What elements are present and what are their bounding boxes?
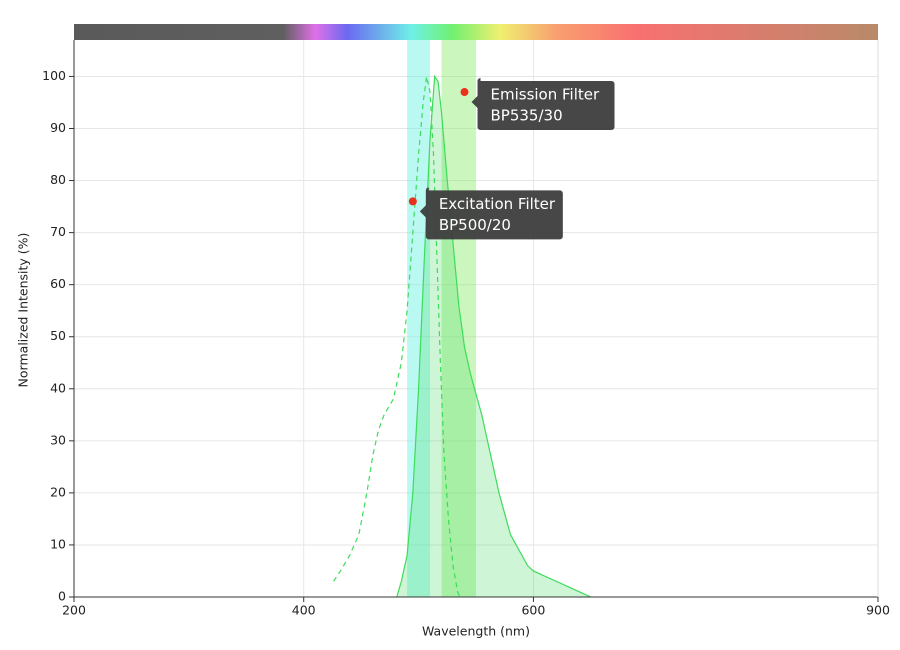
x-tick-label: 600 — [521, 603, 545, 618]
y-tick-label: 50 — [50, 328, 66, 343]
y-tick-label: 0 — [58, 589, 66, 604]
x-tick-label: 900 — [866, 603, 890, 618]
y-tick-label: 40 — [50, 380, 66, 395]
filter-band — [407, 40, 431, 597]
y-tick-label: 70 — [50, 224, 66, 239]
y-tick-label: 80 — [50, 172, 66, 187]
tooltip-title: Excitation Filter — [439, 195, 556, 213]
spectrum-bar — [74, 24, 878, 40]
y-tick-label: 20 — [50, 484, 66, 499]
y-tick-label: 10 — [50, 536, 66, 551]
tooltip-label: BP535/30 — [491, 107, 563, 125]
x-tick-label: 400 — [292, 603, 316, 618]
series-line — [396, 74, 592, 598]
tooltip-box — [419, 187, 563, 240]
tooltip-label: BP500/20 — [439, 216, 511, 234]
y-tick-label: 60 — [50, 276, 66, 291]
y-axis-label: Normalized Intensity (%) — [16, 233, 31, 388]
tooltip-box — [471, 78, 615, 131]
x-axis-label: Wavelength (nm) — [422, 624, 530, 639]
y-tick-label: 90 — [50, 120, 66, 135]
filter-marker — [460, 88, 469, 97]
y-tick-label: 100 — [42, 68, 66, 83]
y-tick-label: 30 — [50, 432, 66, 447]
x-tick-label: 200 — [62, 603, 86, 618]
tooltip-title: Emission Filter — [491, 86, 600, 104]
filter-marker — [408, 197, 417, 206]
